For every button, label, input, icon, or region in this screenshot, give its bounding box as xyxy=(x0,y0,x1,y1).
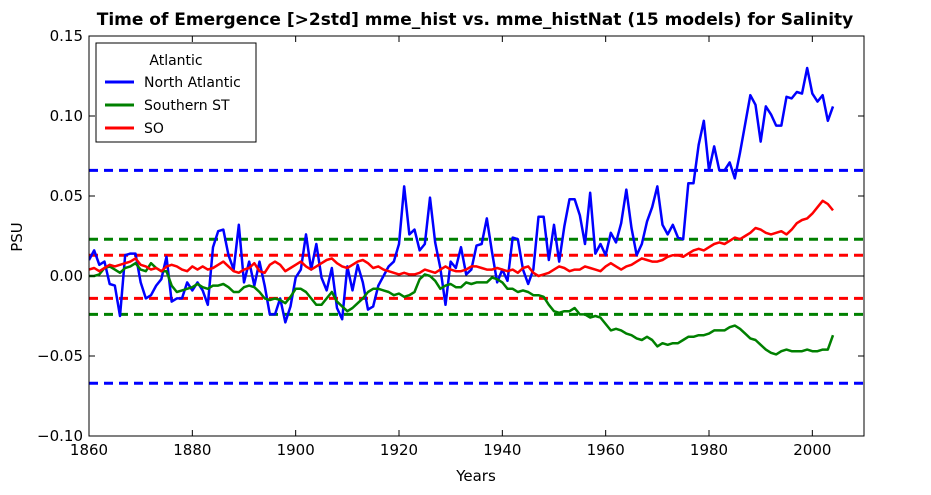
y-tick-label: 0.00 xyxy=(50,267,83,285)
y-axis-label: PSU xyxy=(8,222,26,252)
plot-area: 1860 1880 1900 1920 1940 1960 1980 2000 −0.10 −0.… xyxy=(37,27,865,459)
series-line-so xyxy=(89,199,834,278)
legend-entry: Southern ST xyxy=(144,98,230,114)
plot-inner xyxy=(89,66,864,385)
x-tick-label: 1940 xyxy=(483,441,521,459)
x-tick-label: 1860 xyxy=(70,441,108,459)
y-tick-label: −0.05 xyxy=(37,347,83,365)
axes-frame xyxy=(88,35,865,437)
legend: Atlantic North Atlantic Southern ST SO xyxy=(95,42,257,143)
series-line-southern-st xyxy=(89,261,835,356)
y-tick-label: 0.05 xyxy=(50,187,83,205)
x-tick-label: 1960 xyxy=(587,441,625,459)
legend-box xyxy=(95,42,257,143)
y-tick-label: 0.15 xyxy=(50,27,83,45)
x-tick-label: 2000 xyxy=(793,441,831,459)
legend-entry: North Atlantic xyxy=(144,75,241,91)
x-tick-label: 1980 xyxy=(690,441,728,459)
x-tick-label: 1880 xyxy=(173,441,211,459)
chart-title: Time of Emergence [>2std] mme_hist vs. m… xyxy=(97,10,854,30)
y-tick-label: 0.10 xyxy=(50,107,83,125)
series-line-north-atlantic xyxy=(89,66,835,324)
legend-title: Atlantic xyxy=(149,53,202,69)
legend-entry: SO xyxy=(144,121,164,137)
x-tick-label: 1920 xyxy=(380,441,418,459)
x-tick-label: 1900 xyxy=(277,441,315,459)
x-axis-label: Years xyxy=(455,467,496,485)
y-tick-label: −0.10 xyxy=(37,427,83,445)
